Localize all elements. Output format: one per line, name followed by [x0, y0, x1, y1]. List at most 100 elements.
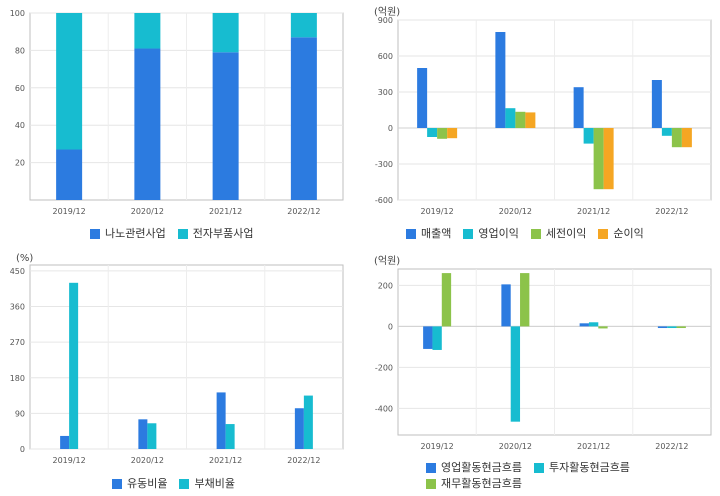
y-tick-label: 0: [388, 322, 393, 331]
legend-label: 영업활동현금흐름: [441, 461, 522, 474]
bar: [505, 108, 516, 128]
x-tick-label: 2019/12: [53, 207, 86, 216]
bar: [651, 80, 662, 128]
bar: [134, 48, 161, 200]
bar: [303, 395, 313, 449]
y-tick-label: 300: [378, 88, 393, 97]
bar: [681, 128, 692, 148]
legend-swatch: [112, 479, 122, 489]
bar: [56, 13, 83, 150]
legend-swatch: [90, 229, 100, 239]
bar: [417, 68, 428, 128]
y-tick-label: 0: [388, 124, 393, 133]
segment-chart: 20 40 60 80 100 2019/12 2020/12 2021/12 2022/12: [10, 9, 344, 216]
legend-swatch: [406, 229, 416, 239]
bar: [56, 149, 83, 200]
legend-swatch: [177, 229, 188, 239]
bar: [661, 128, 672, 136]
x-tick-label: 2020/12: [499, 207, 532, 216]
bar: [495, 32, 506, 128]
y-tick-label: 450: [10, 267, 25, 276]
y-tick-label: 40: [15, 121, 25, 130]
bar: [671, 128, 682, 148]
bar: [216, 392, 226, 449]
bar: [583, 128, 594, 144]
legend-label: 매출액: [421, 227, 452, 240]
y-tick-label: 60: [15, 84, 25, 93]
income-chart-panel: (억원) -600 -300 0 300 600 900 2019/12 2020/12 202…: [360, 0, 720, 250]
x-tick-label: 2020/12: [131, 456, 164, 465]
legend-label: 유동비율: [127, 477, 168, 490]
legend-item: 나노관련사업: [90, 226, 166, 242]
y-tick-label: 90: [15, 409, 25, 418]
cashflow-chart: -400 -200 0 200 2019/12 2020/12 2021/12 2022/12: [375, 268, 712, 451]
bar: [598, 326, 608, 329]
bar: [676, 326, 686, 329]
legend-swatch: [426, 463, 436, 473]
chart-unit-label: (%): [16, 253, 34, 264]
bar: [423, 326, 433, 349]
x-tick-label: 2020/12: [499, 442, 532, 451]
legend-item: 순이익: [598, 226, 644, 242]
y-tick-label: -600: [375, 196, 393, 205]
bar: [579, 323, 589, 327]
cashflow-chart-panel: (억원) -400 -200 0 200 2019/12 2020/12 2021/12 20…: [360, 250, 720, 496]
y-tick-label: 900: [378, 16, 393, 25]
x-tick-label: 2021/12: [577, 207, 610, 216]
legend-label: 영업이익: [478, 227, 519, 240]
legend-label: 세전이익: [545, 227, 587, 240]
x-tick-label: 2019/12: [53, 456, 86, 465]
legend-item: 투자활동현금흐름: [533, 460, 630, 476]
ratio-chart-panel: (%) 0 90 180 270 360 450 2019/12 2020/12 2021/12…: [0, 250, 360, 496]
bar: [441, 273, 452, 327]
y-tick-label: -200: [375, 363, 393, 372]
x-tick-label: 2019/12: [421, 207, 454, 216]
bar: [225, 424, 235, 449]
legend-swatch: [598, 229, 609, 239]
legend-label: 투자활동현금흐름: [548, 461, 630, 474]
y-tick-label: 270: [10, 338, 25, 347]
bar: [294, 408, 304, 449]
ratio-chart-legend: 유동비율 부채비율: [112, 476, 352, 492]
segment-chart-legend: 나노관련사업 전자부품사업: [90, 226, 350, 242]
bar: [588, 322, 599, 327]
bar: [501, 284, 511, 327]
x-tick-label: 2022/12: [655, 207, 688, 216]
y-tick-label: 80: [15, 46, 25, 55]
bar: [667, 326, 677, 329]
bar: [69, 282, 79, 449]
legend-swatch: [530, 229, 541, 239]
ratio-chart: 0 90 180 270 360 450 2019/12 2020/12 2021/12 2022…: [10, 264, 344, 465]
y-tick-label: -300: [375, 160, 393, 169]
legend-item: 재무활동현금흐름: [426, 476, 522, 492]
legend-label: 부채비율: [194, 477, 235, 490]
x-tick-label: 2021/12: [209, 456, 242, 465]
y-tick-label: 180: [10, 374, 25, 383]
bar: [447, 128, 458, 139]
chart-unit-label: (억원): [374, 256, 401, 267]
legend-swatch: [463, 229, 474, 239]
legend-item: 유동비율: [112, 476, 167, 492]
y-tick-label: 600: [378, 52, 393, 61]
bar: [573, 87, 584, 128]
bar: [520, 273, 530, 327]
legend-label: 재무활동현금흐름: [441, 477, 522, 490]
bar: [138, 419, 148, 449]
x-tick-label: 2022/12: [655, 442, 688, 451]
bar: [290, 13, 317, 38]
x-tick-label: 2022/12: [287, 456, 320, 465]
y-tick-label: 200: [378, 281, 393, 290]
bar: [427, 128, 438, 137]
legend-item: 매출액: [406, 226, 451, 242]
bar: [212, 52, 239, 200]
bar: [134, 13, 161, 49]
y-tick-label: 360: [10, 303, 25, 312]
bar: [657, 326, 668, 329]
legend-item: 부채비율: [179, 476, 235, 492]
legend-label: 전자부품사업: [192, 227, 254, 240]
legend-swatch: [426, 479, 436, 489]
bar: [510, 326, 521, 422]
y-tick-label: 100: [10, 9, 25, 18]
legend-item: 전자부품사업: [177, 226, 254, 242]
bar: [525, 112, 536, 128]
